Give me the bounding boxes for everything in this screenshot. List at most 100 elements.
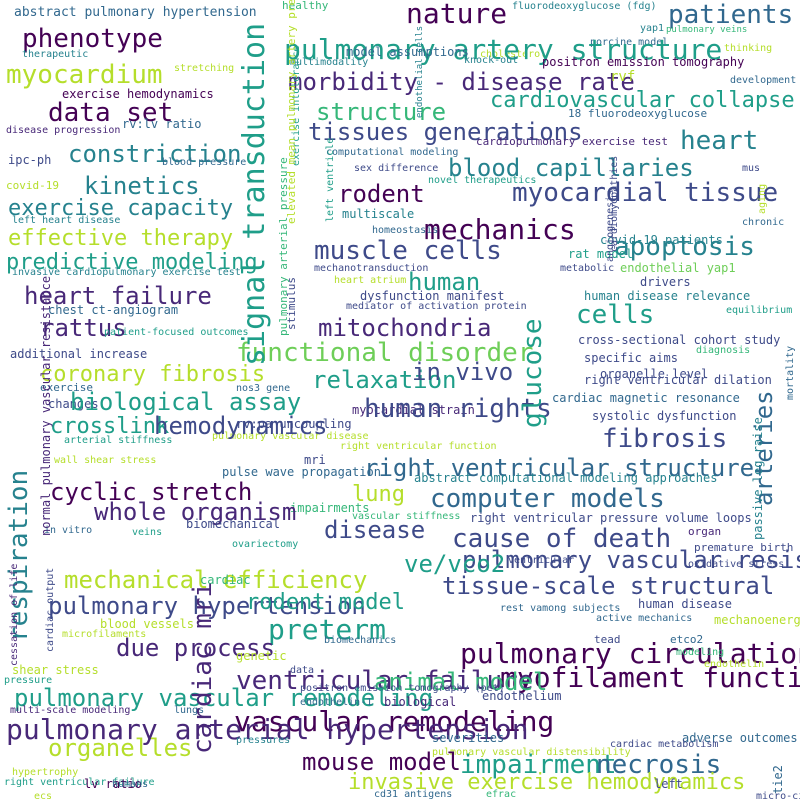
cloud-word: human disease (638, 597, 732, 611)
cloud-word: specific aims (584, 351, 678, 365)
cloud-word: ipc-ph (8, 153, 52, 167)
cloud-word: cardiac metabolism (610, 739, 719, 750)
cloud-word: pulse wave propagation (222, 465, 381, 479)
cloud-word: ovariectomy (232, 539, 299, 550)
cloud-word: modeling (676, 647, 725, 658)
cloud-word: cholesterol (480, 49, 547, 60)
cloud-word: pulmonary veins (666, 25, 748, 35)
cloud-word: efrac (486, 789, 517, 800)
cloud-word: kinetics (84, 172, 200, 200)
cloud-word: structure (316, 98, 447, 126)
cloud-word: right ventricular dilation (584, 373, 772, 387)
cloud-word: veins (132, 527, 163, 538)
cloud-word: knock-out (464, 55, 519, 66)
cloud-word: yap1 (640, 23, 665, 34)
cloud-word: active mechanics (596, 613, 693, 624)
cloud-word: microfilaments (62, 629, 147, 640)
cloud-word: pressures (236, 735, 291, 746)
cloud-word: cells (576, 300, 655, 330)
cloud-word: mechanotransduction (314, 263, 429, 274)
cloud-word: cross-sectional cohort study (578, 333, 781, 347)
cloud-word: right ventricular structure (364, 454, 755, 482)
cloud-word: heart (680, 126, 759, 156)
cloud-word: abstract computational modeling approach… (414, 471, 718, 485)
cloud-word: multiscale (342, 207, 415, 221)
cloud-word: effective therapy (8, 226, 234, 251)
cloud-word: mri (304, 453, 326, 467)
cloud-word: nos3 gene (236, 383, 291, 394)
cloud-word: positron emission tomography (pet) (300, 683, 505, 694)
cloud-word: right ventricular failure (4, 777, 155, 788)
cloud-word: tead (594, 633, 621, 646)
cloud-word: computational modeling (326, 147, 459, 158)
cloud-word: biological (384, 695, 457, 709)
cloud-word: functional disorder (236, 338, 534, 368)
cloud-word: mechanics (424, 213, 576, 246)
cloud-word: computer models (430, 484, 665, 514)
cloud-word: sex difference (354, 163, 439, 174)
cloud-word: tissues generations (308, 118, 583, 146)
cloud-word: angiogenesis (605, 189, 616, 262)
cloud-word: human rights (364, 394, 552, 424)
cloud-word: relaxation (312, 366, 457, 394)
cloud-word: myofilament function (500, 661, 800, 694)
cloud-word: endothelial cells (415, 25, 425, 118)
cloud-word: preterm (268, 613, 387, 646)
cloud-word: whole organism (94, 498, 297, 526)
cloud-word: myocardium (6, 60, 163, 90)
cloud-word: pulmonary artery structure (284, 33, 723, 66)
cloud-word: model assumptions (346, 45, 469, 59)
cloud-word: endothelin (704, 659, 765, 670)
cloud-word: rv:lv ratio (122, 117, 202, 131)
cloud-word: organ (688, 525, 722, 538)
cloud-word: pulmonary arterial pressure (277, 157, 290, 336)
cloud-word: cause of death (452, 524, 672, 554)
cloud-word: oxidative stress (688, 559, 785, 570)
cloud-word: abstract pulmonary hypertension (14, 5, 257, 20)
cloud-word: exercise hemodynamics (62, 87, 214, 101)
cloud-word: in vitro (44, 525, 93, 536)
cloud-word: chest ct-angiogram (48, 303, 179, 317)
cloud-word: multimodality (290, 57, 369, 68)
cloud-word: disease (324, 516, 426, 544)
cloud-word: chronic (742, 217, 785, 228)
cloud-word: human disease relevance (584, 289, 751, 303)
cloud-word: left heart disease (12, 215, 121, 226)
cloud-word: impairment (460, 750, 617, 780)
cloud-word: mitochondria (318, 314, 492, 342)
cloud-word: signal transduction (237, 22, 272, 366)
cloud-word: due process (116, 634, 275, 662)
cloud-word: aging (757, 183, 768, 214)
cloud-word: drivers (640, 275, 691, 289)
cloud-word: shear stress (12, 663, 99, 677)
cloud-word: diagnosis (696, 345, 751, 356)
cloud-word: development (730, 75, 797, 86)
cloud-word: rv:pa uncoupling (236, 417, 352, 431)
cloud-word: cardiac output (45, 567, 56, 652)
cloud-word: right ventricular pressure volume loops (470, 511, 752, 525)
cloud-word: positron emission tomography (542, 55, 745, 69)
cloud-word: rodent model (246, 590, 405, 615)
cloud-word: cessation of life (9, 563, 20, 666)
cloud-word: myocardial strain (352, 403, 475, 417)
cloud-word: coronary fibrosis (40, 362, 266, 387)
cloud-word: humans (112, 779, 149, 790)
cloud-word: hypertrophy (12, 767, 79, 778)
cloud-word: dysfunction manifest (360, 289, 505, 303)
cloud-word: apoptosis (614, 232, 755, 262)
cloud-word: endothelium (482, 689, 562, 703)
cloud-word: healthy (282, 0, 329, 12)
cloud-word: ve/vco2 (404, 550, 506, 578)
cloud-word: vascular stiffness (352, 511, 461, 522)
cloud-word: human (408, 268, 481, 296)
cloud-word: nature (406, 0, 508, 30)
cloud-word: crosslink (50, 414, 170, 439)
cloud-word: rest vamong subjects (500, 603, 621, 614)
cloud-word: rat model (568, 247, 634, 261)
cloud-word: cardiac (200, 573, 251, 587)
cloud-word: cardiopulmonary exercise test (476, 135, 669, 148)
cloud-word: wall shear stress (54, 455, 157, 466)
cloud-word: novel therapeutics (428, 175, 537, 186)
cloud-word: ecs (34, 791, 53, 800)
